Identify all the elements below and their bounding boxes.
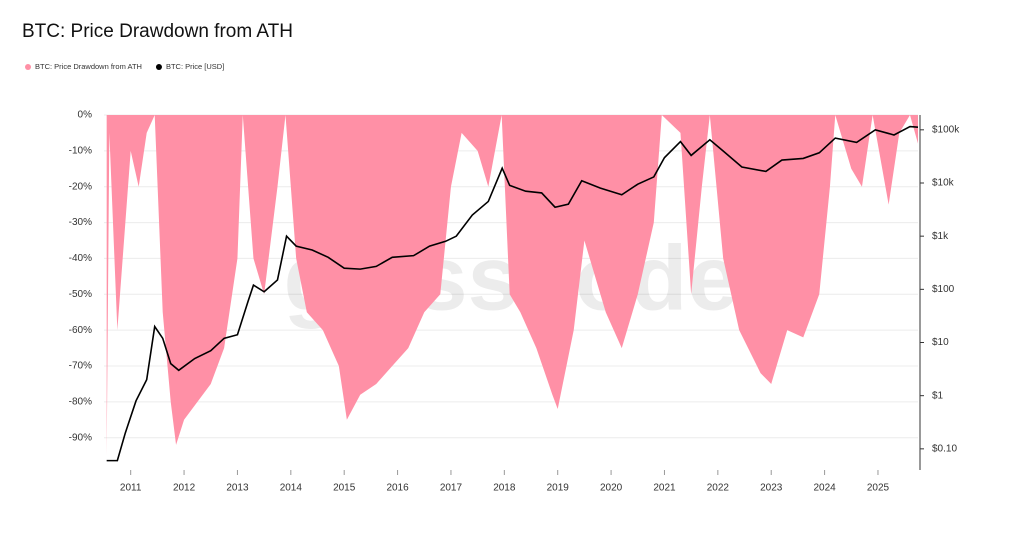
y2-tick-label: $10k [932, 178, 955, 189]
y-tick-label: -60% [69, 325, 92, 336]
x-tick-label: 2024 [813, 483, 836, 494]
x-tick-label: 2023 [760, 483, 783, 494]
y2-tick-label: $10 [932, 337, 949, 348]
legend-label: BTC: Price [USD] [166, 62, 224, 71]
chart-title: BTC: Price Drawdown from ATH [22, 21, 293, 42]
y-tick-label: 0% [78, 110, 93, 121]
x-tick-label: 2025 [867, 483, 890, 494]
y2-tick-label: $0.10 [932, 443, 957, 454]
y2-tick-label: $100k [932, 124, 960, 135]
x-tick-label: 2013 [226, 483, 249, 494]
y-tick-label: -80% [69, 397, 92, 408]
y-tick-label: -90% [69, 432, 92, 443]
drawdown-area [106, 115, 919, 456]
y-tick-label: -50% [69, 289, 92, 300]
y2-tick-label: $100 [932, 284, 955, 295]
x-tick-label: 2015 [333, 483, 356, 494]
price-line [106, 125, 919, 462]
x-tick-label: 2012 [173, 483, 196, 494]
x-tick-label: 2014 [280, 483, 303, 494]
legend-swatch [155, 64, 162, 70]
x-tick-label: 2011 [120, 483, 142, 494]
x-tick-label: 2021 [653, 483, 676, 494]
y-tick-label: -10% [69, 145, 92, 156]
y-tick-label: -20% [69, 181, 92, 192]
y2-tick-label: $1 [932, 390, 944, 401]
legend-swatch [25, 64, 31, 70]
x-tick-label: 2022 [707, 483, 730, 494]
y-tick-label: -30% [69, 217, 92, 228]
x-tick-label: 2018 [493, 483, 516, 494]
y2-tick-label: $1k [932, 231, 949, 242]
x-tick-label: 2017 [440, 483, 463, 494]
legend-label: BTC: Price Drawdown from ATH [35, 62, 142, 71]
y-tick-label: -70% [69, 361, 92, 372]
x-tick-label: 2019 [547, 483, 570, 494]
x-tick-label: 2020 [600, 483, 623, 494]
y-tick-label: -40% [69, 253, 92, 264]
x-tick-label: 2016 [386, 483, 409, 494]
